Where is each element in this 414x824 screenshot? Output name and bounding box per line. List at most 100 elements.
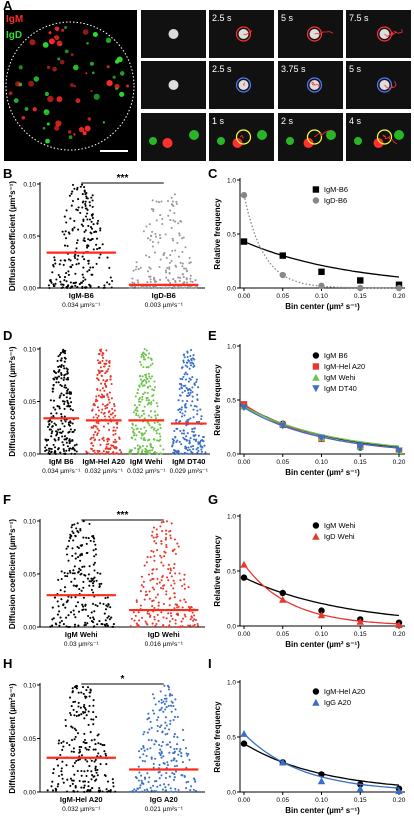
- data-point: [151, 375, 154, 378]
- data-point: [94, 765, 97, 768]
- data-point: [169, 534, 172, 537]
- data-point: [175, 202, 178, 206]
- data-point: [194, 286, 197, 289]
- data-point: [156, 413, 159, 417]
- data-point: [97, 414, 100, 417]
- data-point: [90, 426, 93, 429]
- data-point: [136, 409, 139, 412]
- marker: [395, 447, 403, 455]
- data-point: [64, 373, 67, 376]
- data-point: [132, 611, 135, 614]
- time-label: 7.5 s: [349, 13, 369, 23]
- data-point: [105, 788, 108, 791]
- spot: [73, 64, 79, 71]
- data-point: [146, 731, 149, 734]
- data-point: [200, 415, 203, 418]
- data-point: [153, 743, 156, 746]
- data-point: [97, 361, 100, 365]
- data-point: [52, 772, 55, 775]
- data-point: [179, 377, 182, 380]
- data-point: [183, 587, 186, 590]
- data-point: [71, 190, 74, 193]
- data-point: [192, 788, 195, 791]
- data-point: [66, 399, 69, 402]
- marker: [356, 785, 364, 792]
- data-point: [92, 433, 95, 436]
- data-point: [116, 422, 119, 426]
- data-point: [152, 766, 155, 769]
- markers-2: [240, 560, 403, 629]
- data-point: [66, 388, 70, 391]
- data-point: [164, 694, 167, 697]
- fit-curve: [243, 240, 400, 278]
- data-point: [114, 445, 118, 449]
- spot: [56, 96, 63, 103]
- data-point: [59, 753, 62, 757]
- data-point: [189, 417, 192, 420]
- data-point: [132, 411, 135, 414]
- y-tick-label: 0.05: [23, 571, 36, 578]
- data-point: [112, 451, 115, 454]
- data-point: [94, 548, 97, 551]
- data-point: [83, 565, 86, 568]
- cell-outline: [5, 21, 135, 151]
- data-point: [83, 770, 86, 773]
- marker: [356, 617, 364, 625]
- spot: [57, 57, 61, 61]
- data-point: [191, 616, 194, 619]
- data-point: [84, 229, 87, 232]
- data-point: [57, 774, 61, 778]
- data-point: [161, 286, 164, 289]
- data-point: [93, 580, 96, 583]
- data-point: [76, 239, 79, 242]
- data-point: [54, 423, 58, 427]
- data-point: [48, 449, 51, 453]
- data-point: [51, 271, 54, 274]
- y-tick-label: 1.0: [227, 343, 236, 350]
- data-point: [152, 209, 155, 213]
- data-point: [149, 377, 152, 380]
- data-point: [91, 774, 94, 777]
- data-point: [85, 197, 88, 200]
- data-point: [155, 429, 158, 432]
- data-point: [170, 226, 173, 229]
- data-point: [91, 194, 94, 197]
- data-point: [167, 579, 170, 582]
- data-point: [173, 451, 176, 454]
- spot: [59, 59, 65, 65]
- data-point: [174, 790, 177, 793]
- data-point: [82, 596, 85, 599]
- data-point: [113, 409, 116, 412]
- data-point: [65, 625, 68, 628]
- data-point: [183, 775, 186, 778]
- tile: 4 s: [346, 113, 411, 161]
- data-point: [47, 284, 50, 287]
- legend-item: IgM-Hel A20: [324, 687, 365, 696]
- legend-item: IgM-Hel A20: [324, 362, 365, 371]
- data-point: [141, 444, 144, 448]
- data-point: [136, 279, 139, 282]
- data-point: [101, 354, 104, 357]
- data-point: [169, 281, 172, 284]
- data-point: [103, 612, 106, 615]
- data-point: [175, 440, 178, 444]
- data-point: [132, 269, 135, 272]
- data-point: [105, 452, 108, 455]
- data-point: [64, 384, 67, 387]
- data-point: [177, 451, 180, 454]
- data-point: [141, 409, 144, 413]
- data-point: [62, 394, 65, 397]
- data-point: [79, 529, 82, 532]
- data-point: [135, 261, 138, 264]
- data-point: [106, 256, 109, 259]
- data-point: [72, 430, 75, 433]
- markers-4: [240, 404, 403, 455]
- marker: [318, 268, 325, 275]
- data-point: [110, 397, 113, 400]
- data-point: [53, 259, 56, 262]
- data-point: [143, 358, 147, 361]
- panel-label-f: F: [3, 492, 11, 507]
- data-point: [50, 435, 53, 438]
- data-point: [136, 406, 139, 409]
